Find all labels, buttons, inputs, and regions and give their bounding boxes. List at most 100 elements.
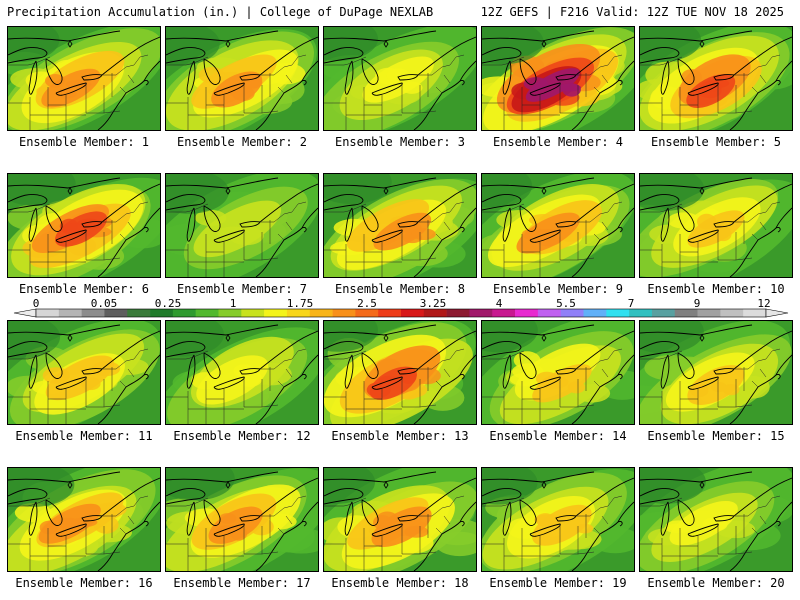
- colorbar-tick-label: 3.25: [420, 297, 447, 310]
- colorbar-tick-label: 0.05: [91, 297, 118, 310]
- ensemble-member-label: Ensemble Member: 2: [176, 135, 308, 149]
- colorbar-swatch: [378, 309, 402, 317]
- colorbar-swatch: [58, 309, 82, 317]
- ensemble-member-map: [481, 173, 635, 278]
- colorbar-swatch: [195, 309, 219, 317]
- colorbar-swatch: [515, 309, 539, 317]
- colorbar-right-arrow: [765, 308, 789, 318]
- colorbar-swatch: [241, 309, 265, 317]
- ensemble-member-map: [639, 26, 793, 131]
- precip-map-graphic: [324, 468, 476, 571]
- ensemble-member-label: Ensemble Member: 5: [650, 135, 782, 149]
- precip-map-graphic: [324, 321, 476, 424]
- ensemble-member-map: [323, 467, 477, 572]
- ensemble-member-map: [323, 173, 477, 278]
- precip-map-graphic: [482, 27, 634, 130]
- ensemble-member-label: Ensemble Member: 7: [176, 282, 308, 296]
- precip-map-graphic: [166, 468, 318, 571]
- colorbar-swatch: [104, 309, 128, 317]
- colorbar: 0 0.05 0.25 1 1.75 2.5 3.25 4 5.5 7 9 12: [0, 296, 800, 320]
- ensemble-member-map: [7, 467, 161, 572]
- colorbar-swatch: [492, 309, 516, 317]
- colorbar-swatch: [697, 309, 721, 317]
- ensemble-member-map: [7, 26, 161, 131]
- colorbar-swatch: [286, 309, 311, 317]
- ensemble-member-map: [481, 320, 635, 425]
- precip-map-graphic: [8, 27, 160, 130]
- ensemble-member-map: [323, 320, 477, 425]
- colorbar-tick-label: 1.75: [287, 297, 314, 310]
- ensemble-member-label: Ensemble Member: 17: [173, 576, 311, 590]
- colorbar-tick-label: 4: [496, 297, 503, 310]
- colorbar-tick-label: 2.5: [357, 297, 377, 310]
- ensemble-member-label: Ensemble Member: 1: [18, 135, 150, 149]
- ensemble-member-map: [7, 173, 161, 278]
- ensemble-member-map: [481, 467, 635, 572]
- page-title: Precipitation Accumulation (in.) | Colle…: [7, 5, 434, 19]
- ensemble-member-label: Ensemble Member: 14: [489, 429, 627, 443]
- ensemble-member-map: [639, 467, 793, 572]
- colorbar-swatch: [629, 309, 653, 317]
- ensemble-member-label: Ensemble Member: 6: [18, 282, 150, 296]
- ensemble-member-label: Ensemble Member: 8: [334, 282, 466, 296]
- colorbar-swatch: [606, 309, 630, 317]
- colorbar-swatch: [264, 309, 288, 317]
- colorbar-tick-label: 1: [230, 297, 237, 310]
- colorbar-swatch: [423, 309, 447, 317]
- ensemble-member-map: [165, 467, 319, 572]
- precip-map-graphic: [640, 321, 792, 424]
- colorbar-swatch: [332, 309, 356, 317]
- colorbar-tick-label: 0.25: [155, 297, 182, 310]
- ensemble-member-label: Ensemble Member: 13: [331, 429, 469, 443]
- colorbar-swatch: [36, 309, 60, 317]
- precip-map-graphic: [8, 468, 160, 571]
- colorbar-swatch: [651, 309, 676, 317]
- colorbar-swatch: [446, 309, 470, 317]
- precip-map-graphic: [166, 174, 318, 277]
- colorbar-swatch: [743, 309, 767, 317]
- ensemble-member-label: Ensemble Member: 10: [647, 282, 785, 296]
- precip-map-graphic: [324, 174, 476, 277]
- ensemble-member-label: Ensemble Member: 9: [492, 282, 624, 296]
- ensemble-member-map: [639, 320, 793, 425]
- precip-map-graphic: [640, 468, 792, 571]
- ensemble-member-label: Ensemble Member: 12: [173, 429, 311, 443]
- colorbar-swatch: [81, 309, 105, 317]
- ensemble-member-label: Ensemble Member: 3: [334, 135, 466, 149]
- colorbar-swatch: [720, 309, 744, 317]
- precip-map-graphic: [324, 27, 476, 130]
- colorbar-tick-label: 9: [694, 297, 701, 310]
- precip-map-graphic: [166, 27, 318, 130]
- colorbar-swatch: [218, 309, 242, 317]
- precip-map-graphic: [640, 27, 792, 130]
- ensemble-member-label: Ensemble Member: 16: [15, 576, 153, 590]
- colorbar-swatch: [172, 309, 196, 317]
- colorbar-tick-label: 12: [757, 297, 770, 310]
- ensemble-member-map: [7, 320, 161, 425]
- ensemble-member-map: [639, 173, 793, 278]
- ensemble-member-label: Ensemble Member: 15: [647, 429, 785, 443]
- ensemble-member-label: Ensemble Member: 4: [492, 135, 624, 149]
- precip-map-graphic: [482, 468, 634, 571]
- colorbar-swatch: [560, 309, 584, 317]
- colorbar-swatch: [469, 309, 493, 317]
- ensemble-member-map: [165, 173, 319, 278]
- precip-map-graphic: [8, 174, 160, 277]
- ensemble-member-label: Ensemble Member: 11: [15, 429, 153, 443]
- ensemble-member-map: [481, 26, 635, 131]
- ensemble-member-label: Ensemble Member: 20: [647, 576, 785, 590]
- colorbar-swatch: [674, 309, 698, 317]
- colorbar-swatch: [583, 309, 607, 317]
- colorbar-tick-label: 7: [628, 297, 635, 310]
- colorbar-tick-label: 5.5: [556, 297, 576, 310]
- colorbar-swatch: [150, 309, 174, 317]
- ensemble-member-map: [165, 26, 319, 131]
- model-run-info: 12Z GEFS | F216 Valid: 12Z TUE NOV 18 20…: [480, 5, 784, 19]
- precip-map-graphic: [482, 174, 634, 277]
- colorbar-graphic: 0 0.05 0.25 1 1.75 2.5 3.25 4 5.5 7 9 12: [13, 297, 789, 318]
- ensemble-member-map: [323, 26, 477, 131]
- colorbar-left-arrow: [13, 308, 37, 318]
- precip-map-graphic: [8, 321, 160, 424]
- colorbar-swatch: [309, 309, 333, 317]
- ensemble-member-label: Ensemble Member: 18: [331, 576, 469, 590]
